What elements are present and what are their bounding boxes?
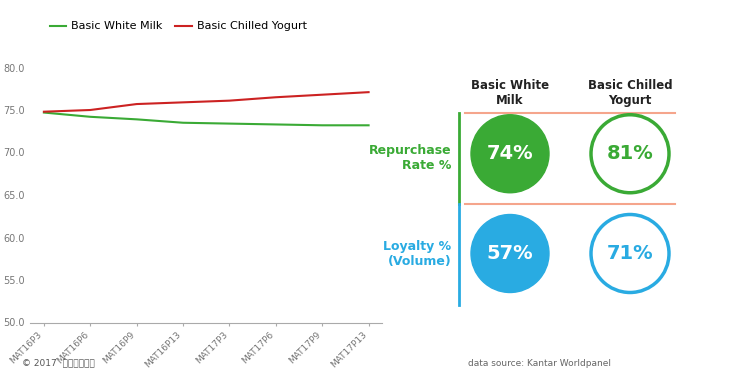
Text: data source: Kantar Worldpanel: data source: Kantar Worldpanel [469, 358, 611, 368]
Text: 74%: 74% [487, 144, 533, 163]
Text: 57%: 57% [487, 244, 533, 263]
Text: Basic Chilled
Yogurt: Basic Chilled Yogurt [588, 79, 672, 107]
Legend: Basic White Milk, Basic Chilled Yogurt: Basic White Milk, Basic Chilled Yogurt [45, 17, 311, 36]
Text: Basic White
Milk: Basic White Milk [471, 79, 549, 107]
Text: Loyalty %
(Volume): Loyalty % (Volume) [383, 240, 452, 268]
Text: Repurchase
Rate %: Repurchase Rate % [369, 144, 452, 172]
Circle shape [471, 214, 549, 292]
Text: 81%: 81% [607, 144, 653, 163]
Text: © 2017  央视市场研究: © 2017 央视市场研究 [22, 358, 95, 368]
Circle shape [471, 115, 549, 193]
Text: 71%: 71% [607, 244, 653, 263]
